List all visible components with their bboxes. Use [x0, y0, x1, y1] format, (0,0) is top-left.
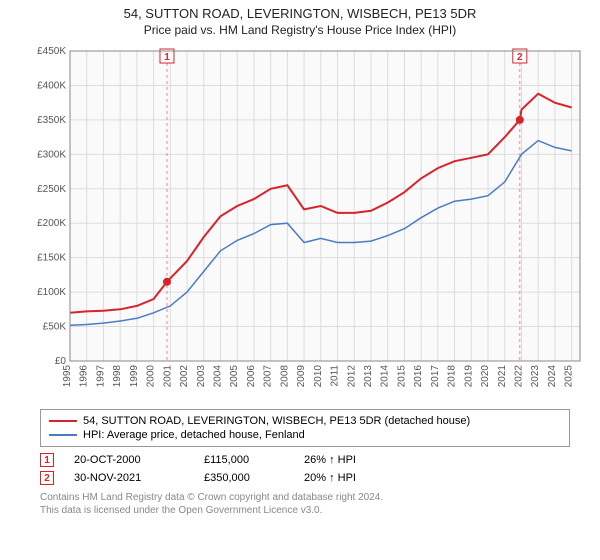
x-tick-label: 2003 — [196, 365, 207, 388]
y-tick-label: £100K — [37, 287, 66, 298]
x-tick-label: 2023 — [530, 365, 541, 388]
x-tick-label: 1996 — [79, 365, 90, 388]
sale-marker-label: 2 — [517, 52, 523, 63]
x-tick-label: 1995 — [62, 365, 73, 388]
sale-row: 2 30-NOV-2021 £350,000 20% ↑ HPI — [40, 469, 570, 487]
x-tick-label: 2017 — [430, 365, 441, 388]
x-tick-label: 2006 — [246, 365, 257, 388]
footer-line-1: Contains HM Land Registry data © Crown c… — [40, 491, 570, 504]
x-tick-label: 1997 — [95, 365, 106, 388]
y-tick-label: £400K — [37, 80, 66, 91]
sale-date: 20-OCT-2000 — [74, 454, 184, 466]
x-tick-label: 2012 — [346, 365, 357, 388]
x-tick-label: 2016 — [413, 365, 424, 388]
y-tick-label: £300K — [37, 149, 66, 160]
x-tick-label: 2014 — [380, 365, 391, 388]
x-tick-label: 2015 — [396, 365, 407, 388]
y-tick-label: £250K — [37, 184, 66, 195]
x-tick-label: 2019 — [463, 365, 474, 388]
page-title: 54, SUTTON ROAD, LEVERINGTON, WISBECH, P… — [0, 0, 600, 21]
x-tick-label: 2005 — [229, 365, 240, 388]
x-tick-label: 2008 — [279, 365, 290, 388]
x-tick-label: 2013 — [363, 365, 374, 388]
x-tick-label: 2022 — [513, 365, 524, 388]
sale-price: £350,000 — [204, 472, 284, 484]
sale-marker-label: 1 — [164, 52, 170, 63]
x-tick-label: 2018 — [447, 365, 458, 388]
sale-point — [516, 116, 524, 124]
sale-date: 30-NOV-2021 — [74, 472, 184, 484]
x-tick-label: 2004 — [212, 365, 223, 388]
y-tick-label: £150K — [37, 253, 66, 264]
page-subtitle: Price paid vs. HM Land Registry's House … — [0, 21, 600, 41]
sales-table: 1 20-OCT-2000 £115,000 26% ↑ HPI 2 30-NOV-202… — [40, 451, 570, 487]
x-tick-label: 2009 — [296, 365, 307, 388]
x-tick-label: 2002 — [179, 365, 190, 388]
y-tick-label: £450K — [37, 46, 66, 57]
y-tick-label: £50K — [43, 322, 67, 333]
y-tick-label: £350K — [37, 115, 66, 126]
chart-svg: £0£50K£100K£150K£200K£250K£300K£350K£400… — [30, 41, 590, 401]
y-tick-label: £200K — [37, 218, 66, 229]
price-chart: £0£50K£100K£150K£200K£250K£300K£350K£400… — [30, 41, 590, 401]
x-tick-label: 2000 — [146, 365, 157, 388]
sale-number-box: 2 — [40, 471, 54, 485]
legend-box: 54, SUTTON ROAD, LEVERINGTON, WISBECH, P… — [40, 409, 570, 447]
sale-pct: 20% ↑ HPI — [304, 472, 356, 484]
x-tick-label: 1998 — [112, 365, 123, 388]
sale-number-box: 1 — [40, 453, 54, 467]
x-tick-label: 2001 — [162, 365, 173, 388]
x-tick-label: 2007 — [263, 365, 274, 388]
legend-swatch — [49, 420, 77, 422]
x-tick-label: 2011 — [330, 365, 341, 387]
sale-point — [163, 278, 171, 286]
x-tick-label: 2021 — [497, 365, 508, 388]
footer-line-2: This data is licensed under the Open Gov… — [40, 504, 570, 517]
legend-label: 54, SUTTON ROAD, LEVERINGTON, WISBECH, P… — [83, 415, 470, 427]
x-tick-label: 2010 — [313, 365, 324, 388]
footer-attribution: Contains HM Land Registry data © Crown c… — [40, 491, 570, 517]
x-tick-label: 2020 — [480, 365, 491, 388]
x-tick-label: 2025 — [564, 365, 575, 388]
sale-row: 1 20-OCT-2000 £115,000 26% ↑ HPI — [40, 451, 570, 469]
legend-swatch — [49, 434, 77, 436]
sale-price: £115,000 — [204, 454, 284, 466]
x-tick-label: 2024 — [547, 365, 558, 388]
legend-item: 54, SUTTON ROAD, LEVERINGTON, WISBECH, P… — [49, 414, 561, 428]
sale-pct: 26% ↑ HPI — [304, 454, 356, 466]
legend-item: HPI: Average price, detached house, Fenl… — [49, 428, 561, 442]
x-tick-label: 1999 — [129, 365, 140, 388]
legend-label: HPI: Average price, detached house, Fenl… — [83, 429, 305, 441]
